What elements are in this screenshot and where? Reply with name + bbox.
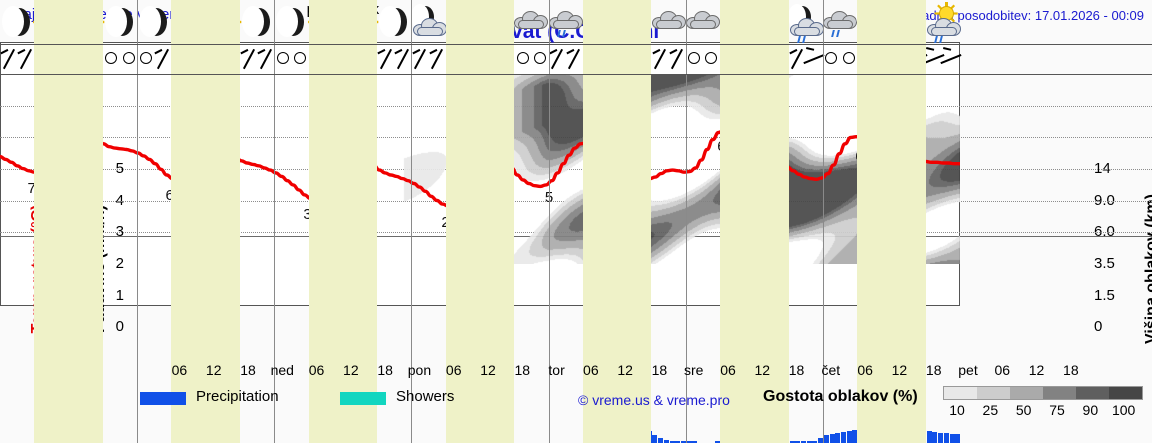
cloud-density-step (1076, 387, 1109, 399)
x-tick-label: 18 (377, 362, 393, 378)
cloud-height-tick-5: 0 (1094, 318, 1103, 336)
cloud-density-tick: 25 (982, 402, 999, 418)
wind-calm-icon (842, 52, 855, 64)
wind-calm-icon (276, 52, 289, 64)
x-tick-label: sre (683, 362, 704, 378)
temperature-label: 7 (27, 180, 36, 198)
cloud-density-legend-title: Gostota oblakov (%) (763, 388, 918, 405)
x-tick-label: 06 (857, 362, 873, 378)
wind-calm-icon (294, 52, 306, 64)
x-tick-label: 18 (788, 362, 805, 378)
wind-calm-icon (705, 52, 718, 64)
x-tick-label: 18 (925, 362, 942, 378)
wind-slot (819, 44, 843, 74)
wind-calm-icon (516, 52, 529, 64)
day-divider (822, 0, 824, 443)
wind-calm-icon (825, 52, 838, 64)
x-tick-label: 06 (583, 362, 599, 378)
x-tick-label: 06 (171, 362, 188, 378)
x-tick-label: 12 (1028, 362, 1045, 378)
x-tick-label: 18 (240, 362, 256, 378)
last-update-label: Zadnja posodobitev: 17.01.2026 - 00:09 (914, 8, 1144, 23)
wind-slot (837, 44, 861, 74)
daylight-band (720, 0, 789, 443)
precipitation-legend-label: Precipitation (196, 388, 279, 405)
precipitation-tick-5: 0 (115, 318, 124, 336)
day-divider (274, 0, 276, 443)
x-tick-label: ned (270, 362, 294, 378)
daylight-band (582, 0, 652, 443)
cloud-height-tick-1: 9.0 (1094, 191, 1115, 209)
daylight-band (445, 0, 515, 443)
wind-slot (99, 44, 123, 74)
wind-calm-icon (534, 52, 546, 64)
temperature-label: 6 (165, 186, 174, 204)
band-separator (0, 74, 1152, 75)
x-tick-label: 12 (754, 362, 771, 378)
x-tick-label: 12 (617, 362, 633, 378)
cloud-density-tick: 50 (1015, 402, 1032, 418)
day-divider (137, 0, 139, 443)
wind-slot (288, 44, 312, 74)
cloud-density-scale-ticks: 10 25 50 75 90 100 (943, 402, 1143, 420)
cloud-density-scale-bar (943, 386, 1143, 400)
x-axis-hour-labels: 06 12 18 ned 06 12 18 pon 06 12 18 tor 06 12 18 sre 06 12… (128, 362, 1088, 382)
cloud-density-step (977, 387, 1010, 399)
cloud-height-tick-3: 3.5 (1094, 255, 1115, 272)
cloud-height-tick-4: 1.5 (1094, 286, 1115, 304)
x-tick-label: 06 (445, 362, 462, 378)
wind-calm-icon (105, 52, 118, 64)
x-tick-label: 18 (651, 362, 668, 378)
cloud-density-tick: 75 (1049, 402, 1065, 418)
temperature-label: 2 (441, 214, 449, 231)
x-tick-label: 06 (720, 362, 736, 378)
wind-calm-icon (139, 52, 152, 64)
copyright-label[interactable]: © vreme.us & vreme.pro (578, 392, 730, 408)
daylight-band (857, 0, 926, 443)
wind-calm-icon (688, 52, 701, 64)
wind-slot (699, 44, 723, 74)
band-separator (0, 44, 1152, 45)
wind-slot (271, 44, 295, 74)
daylight-band (34, 0, 103, 443)
cloud-density-step (1109, 387, 1142, 399)
wind-slot (682, 44, 706, 74)
x-tick-label: 18 (1063, 362, 1079, 378)
wind-slot (528, 44, 552, 74)
x-tick-label: pet (958, 362, 978, 378)
temperature-label: 3 (303, 206, 311, 223)
x-tick-label: 12 (891, 362, 908, 378)
cloud-density-tick: 100 (1111, 402, 1136, 418)
x-tick-label: 12 (205, 362, 222, 378)
daylight-band (171, 0, 240, 443)
day-divider (411, 0, 413, 443)
x-tick-label: tor (548, 362, 565, 378)
x-tick-label: čet (821, 362, 841, 378)
wind-calm-icon (122, 52, 135, 64)
day-divider (548, 0, 550, 443)
wind-slot (511, 44, 535, 74)
cloud-density-tick: 90 (1082, 402, 1099, 418)
daylight-band (308, 0, 378, 443)
x-tick-label: 18 (514, 362, 531, 378)
wind-slot (117, 44, 141, 74)
showers-legend-swatch (340, 392, 386, 405)
cloud-density-step (944, 387, 977, 399)
x-tick-label: pon (407, 362, 432, 378)
cloud-height-tick-0: 14 (1094, 160, 1111, 177)
x-tick-label: 06 (308, 362, 325, 378)
chart-legend: Precipitation Showers (128, 388, 1152, 436)
x-tick-label: 06 (994, 362, 1011, 378)
cloud-density-step (1043, 387, 1076, 399)
showers-legend-label: Showers (396, 388, 455, 405)
cloud-density-step (1010, 387, 1043, 399)
x-tick-label: 12 (343, 362, 359, 378)
precipitation-tick-4: 1 (115, 286, 124, 304)
precipitation-legend-swatch (140, 392, 186, 405)
cloud-density-tick: 10 (949, 402, 965, 418)
day-divider (685, 0, 687, 443)
wind-slot (134, 44, 158, 74)
x-tick-label: 12 (480, 362, 496, 378)
